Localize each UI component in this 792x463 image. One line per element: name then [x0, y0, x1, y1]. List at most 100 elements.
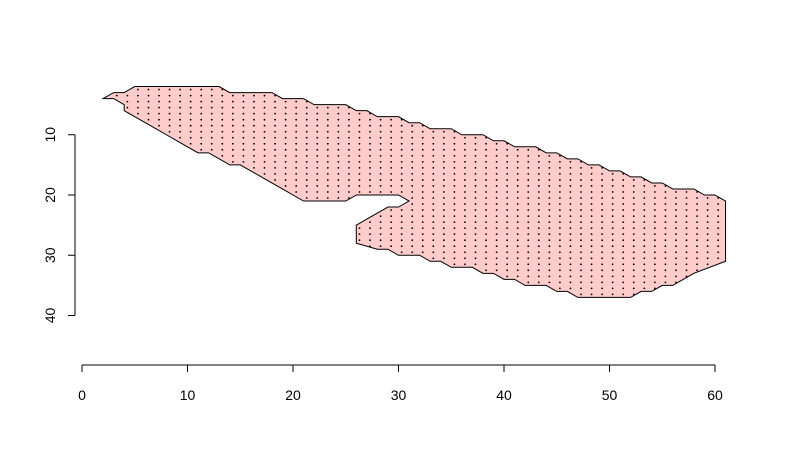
- data-point: [474, 245, 477, 248]
- data-point: [622, 275, 625, 278]
- data-point: [601, 215, 604, 217]
- data-point: [696, 209, 698, 211]
- data-point: [421, 130, 424, 133]
- data-point: [527, 197, 530, 199]
- data-point: [442, 251, 445, 254]
- data-point: [316, 106, 319, 109]
- data-point: [411, 221, 414, 224]
- data-point: [485, 191, 487, 193]
- data-point: [643, 245, 646, 248]
- data-point: [706, 245, 709, 248]
- data-point: [569, 203, 572, 205]
- data-point: [664, 281, 667, 284]
- data-point: [284, 173, 287, 175]
- data-point: [611, 203, 614, 205]
- data-point: [421, 136, 424, 139]
- data-point: [559, 160, 561, 163]
- data-point: [231, 112, 234, 115]
- data-point: [559, 209, 561, 211]
- data-point: [390, 221, 393, 224]
- data-point: [221, 136, 224, 139]
- data-point: [632, 251, 635, 254]
- data-point: [527, 166, 530, 169]
- x-axis: 0 10 20 30 40 50 60: [78, 364, 723, 403]
- data-point: [442, 179, 445, 181]
- data-point: [632, 269, 635, 272]
- data-point: [495, 215, 498, 217]
- data-point: [664, 191, 667, 193]
- data-point: [527, 173, 530, 175]
- x-tick-label: 40: [496, 387, 512, 403]
- data-point: [590, 215, 593, 217]
- data-point: [421, 173, 424, 175]
- data-point: [548, 154, 551, 157]
- data-point: [326, 185, 329, 187]
- data-point: [474, 239, 477, 242]
- data-point: [516, 245, 519, 248]
- data-point: [548, 191, 551, 193]
- data-point: [253, 160, 255, 163]
- data-point: [643, 185, 646, 187]
- data-point: [601, 257, 604, 260]
- data-point: [390, 227, 393, 230]
- data-point: [284, 118, 287, 121]
- data-point: [242, 142, 245, 145]
- data-point: [706, 233, 709, 236]
- data-point: [495, 263, 498, 266]
- data-point: [210, 142, 213, 145]
- data-point: [411, 142, 414, 145]
- data-point: [495, 148, 498, 151]
- data-point: [305, 100, 308, 103]
- data-point: [284, 148, 287, 151]
- data-point: [274, 160, 276, 163]
- data-point: [158, 94, 160, 97]
- data-point: [706, 221, 709, 224]
- data-point: [295, 106, 298, 109]
- data-point: [622, 209, 625, 211]
- data-point: [348, 106, 350, 109]
- data-point: [179, 118, 182, 121]
- data-point: [464, 142, 466, 145]
- data-point: [559, 251, 561, 254]
- data-point: [548, 257, 551, 260]
- data-point: [485, 263, 487, 266]
- data-point: [643, 209, 646, 211]
- data-point: [390, 166, 393, 169]
- data-point: [632, 233, 635, 236]
- data-point: [221, 124, 224, 127]
- data-point: [464, 215, 466, 217]
- data-point: [284, 112, 287, 115]
- data-point: [411, 154, 414, 157]
- data-point: [464, 221, 466, 224]
- data-point: [474, 263, 477, 266]
- data-point: [369, 148, 371, 151]
- data-point: [400, 118, 403, 121]
- data-point: [506, 269, 509, 272]
- data-point: [664, 185, 667, 187]
- data-point: [358, 130, 361, 133]
- data-point: [717, 257, 720, 260]
- data-point: [411, 191, 414, 193]
- data-point: [548, 215, 551, 217]
- data-point: [126, 94, 129, 97]
- data-point: [569, 251, 572, 254]
- data-point: [653, 191, 656, 193]
- data-point: [516, 263, 519, 266]
- data-point: [411, 197, 414, 199]
- data-point: [453, 251, 456, 254]
- data-point: [590, 293, 593, 296]
- data-point: [221, 112, 224, 115]
- data-point: [453, 173, 456, 175]
- data-point: [168, 94, 171, 97]
- data-point: [643, 251, 646, 254]
- data-point: [590, 227, 593, 230]
- data-point: [506, 209, 509, 211]
- data-point: [400, 221, 403, 224]
- data-point: [495, 257, 498, 260]
- data-point: [590, 257, 593, 260]
- data-point: [411, 179, 414, 181]
- data-point: [453, 227, 456, 230]
- data-point: [379, 227, 382, 230]
- data-point: [685, 233, 688, 236]
- data-point: [453, 142, 456, 145]
